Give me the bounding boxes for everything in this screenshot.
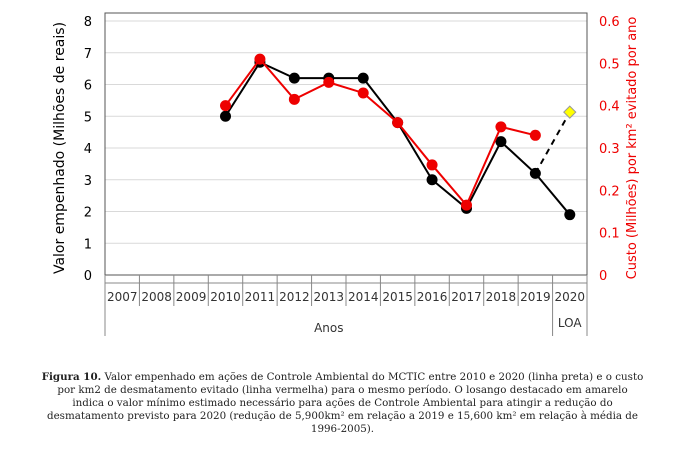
- black-series-line: [224, 61, 571, 216]
- red-series-point: [426, 159, 438, 171]
- left-tick-label: 4: [84, 142, 92, 157]
- left-tick-label: 5: [84, 110, 92, 125]
- left-tick-label: 0: [84, 269, 92, 284]
- red-series-point: [220, 100, 231, 112]
- red-series-line: [224, 57, 536, 208]
- black-series-point: [495, 136, 507, 148]
- caption-text: Valor empenhado em ações de Controle Amb…: [46, 371, 644, 435]
- left-tick-label: 2: [84, 206, 92, 221]
- left-tick-label: 3: [84, 174, 92, 189]
- left-tick-label: 6: [84, 79, 92, 94]
- x-axis-title: Anos: [314, 321, 343, 335]
- right-axis-title: Custo (Milhões) por km² evitado por ano: [625, 17, 640, 280]
- x-tick-label: 2008: [141, 290, 172, 304]
- black-series-point: [220, 110, 231, 122]
- projection-line: [534, 111, 571, 174]
- right-tick-label: 0.4: [599, 100, 620, 115]
- x-tick-label: 2009: [176, 290, 207, 304]
- caption-label: Figura 10.: [41, 371, 102, 383]
- red-series-point: [323, 76, 335, 88]
- black-series-point: [564, 209, 576, 221]
- x-tick-label: 2019: [520, 290, 551, 304]
- red-series-point: [529, 129, 541, 141]
- black-series-point: [529, 167, 541, 179]
- red-series-point: [495, 121, 507, 133]
- x-tick-label: 2018: [486, 290, 517, 304]
- x-tick-label: 2015: [382, 290, 413, 304]
- x-tick-label: 2016: [417, 290, 448, 304]
- red-series-point: [254, 53, 266, 65]
- x-tick-label: 2017: [451, 290, 482, 304]
- right-tick-label: 0.3: [599, 142, 620, 157]
- x-tick-label: 2013: [314, 290, 345, 304]
- x-tick-label: 2011: [245, 290, 276, 304]
- left-tick-label: 7: [84, 47, 92, 62]
- right-tick-label: 0.2: [599, 184, 620, 199]
- black-series-point: [357, 72, 369, 84]
- right-tick-label: 0.1: [599, 227, 620, 242]
- x-extra-label: LOA: [558, 316, 582, 330]
- left-tick-label: 1: [84, 237, 92, 252]
- x-tick-label: 2010: [210, 290, 241, 304]
- x-tick-label: 2014: [348, 290, 379, 304]
- figure-caption: Figura 10. Valor empenhado em ações de C…: [40, 371, 645, 436]
- right-tick-label: 0.6: [599, 15, 620, 30]
- red-series-point: [357, 87, 369, 99]
- red-series-point: [392, 117, 404, 129]
- x-tick-label: 2020: [555, 290, 586, 304]
- chart: 0 1 2 3 4 5 6 7 8 0 0.1 0.2 0.3 0.4 0.5 0.6 2007 2008 2009…: [52, 12, 640, 336]
- left-tick-label: 8: [84, 15, 92, 30]
- right-tick-label: 0: [599, 269, 607, 284]
- x-tick-label: 2012: [279, 290, 310, 304]
- black-series-point: [426, 174, 438, 186]
- projection-diamond: [563, 105, 577, 119]
- x-tick-label: 2007: [107, 290, 138, 304]
- black-series-point: [288, 72, 300, 84]
- right-tick-label: 0.5: [599, 57, 620, 72]
- red-series-point: [461, 199, 472, 211]
- left-axis-title: Valor empenhado (Milhões de reais): [52, 22, 68, 274]
- red-series-point: [288, 93, 300, 105]
